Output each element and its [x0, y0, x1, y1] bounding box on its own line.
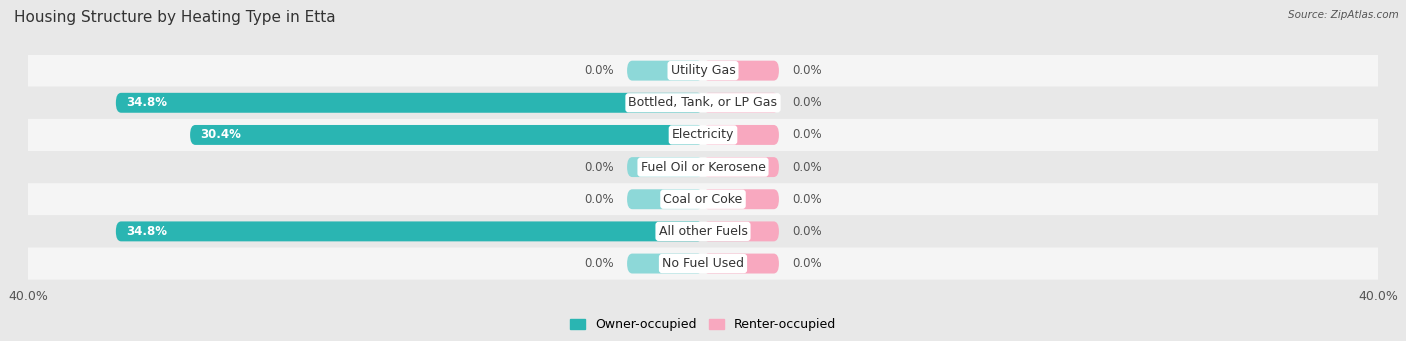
Text: All other Fuels: All other Fuels — [658, 225, 748, 238]
Text: Utility Gas: Utility Gas — [671, 64, 735, 77]
FancyBboxPatch shape — [0, 183, 1406, 215]
FancyBboxPatch shape — [0, 119, 1406, 151]
Text: 0.0%: 0.0% — [793, 64, 823, 77]
FancyBboxPatch shape — [703, 221, 779, 241]
Text: 0.0%: 0.0% — [793, 225, 823, 238]
Text: 0.0%: 0.0% — [793, 161, 823, 174]
FancyBboxPatch shape — [703, 61, 779, 80]
Text: No Fuel Used: No Fuel Used — [662, 257, 744, 270]
FancyBboxPatch shape — [627, 157, 703, 177]
FancyBboxPatch shape — [703, 254, 779, 273]
FancyBboxPatch shape — [0, 151, 1406, 183]
Text: 34.8%: 34.8% — [127, 96, 167, 109]
Text: Bottled, Tank, or LP Gas: Bottled, Tank, or LP Gas — [628, 96, 778, 109]
FancyBboxPatch shape — [115, 93, 703, 113]
Text: 0.0%: 0.0% — [583, 257, 613, 270]
FancyBboxPatch shape — [0, 215, 1406, 248]
Text: Housing Structure by Heating Type in Etta: Housing Structure by Heating Type in Ett… — [14, 10, 336, 25]
Text: 0.0%: 0.0% — [793, 257, 823, 270]
FancyBboxPatch shape — [115, 221, 703, 241]
Text: 34.8%: 34.8% — [127, 225, 167, 238]
FancyBboxPatch shape — [703, 189, 779, 209]
Text: 0.0%: 0.0% — [793, 193, 823, 206]
FancyBboxPatch shape — [627, 189, 703, 209]
Text: 0.0%: 0.0% — [583, 64, 613, 77]
Text: 0.0%: 0.0% — [793, 96, 823, 109]
FancyBboxPatch shape — [0, 87, 1406, 119]
Text: Coal or Coke: Coal or Coke — [664, 193, 742, 206]
Text: 30.4%: 30.4% — [200, 129, 240, 142]
FancyBboxPatch shape — [190, 125, 703, 145]
FancyBboxPatch shape — [703, 125, 779, 145]
Text: Fuel Oil or Kerosene: Fuel Oil or Kerosene — [641, 161, 765, 174]
Text: Source: ZipAtlas.com: Source: ZipAtlas.com — [1288, 10, 1399, 20]
Text: 0.0%: 0.0% — [583, 161, 613, 174]
FancyBboxPatch shape — [0, 55, 1406, 87]
Text: 0.0%: 0.0% — [793, 129, 823, 142]
FancyBboxPatch shape — [703, 93, 779, 113]
Text: Electricity: Electricity — [672, 129, 734, 142]
Legend: Owner-occupied, Renter-occupied: Owner-occupied, Renter-occupied — [565, 313, 841, 336]
FancyBboxPatch shape — [703, 157, 779, 177]
FancyBboxPatch shape — [627, 254, 703, 273]
FancyBboxPatch shape — [0, 248, 1406, 280]
FancyBboxPatch shape — [627, 61, 703, 80]
Text: 0.0%: 0.0% — [583, 193, 613, 206]
